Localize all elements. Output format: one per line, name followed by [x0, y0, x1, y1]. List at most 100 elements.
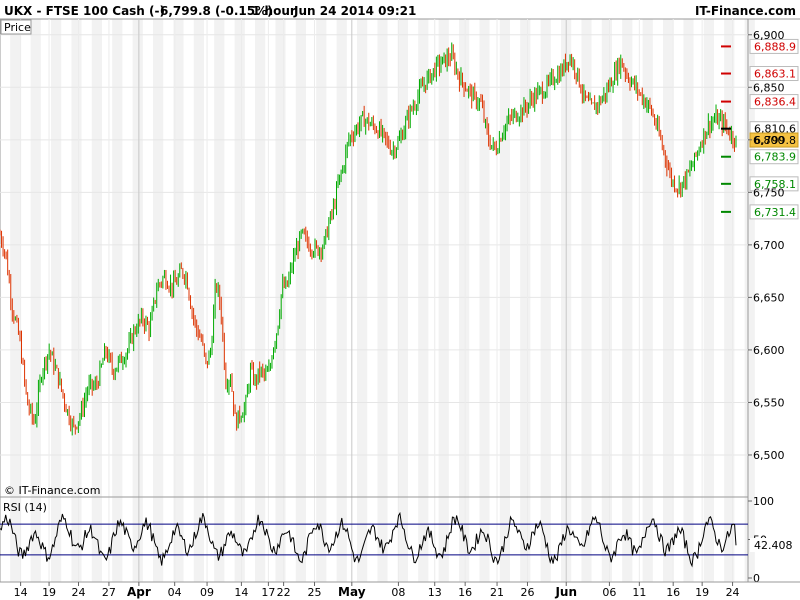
session-shade [336, 19, 347, 582]
price-y-tick-label: 6,550 [753, 396, 785, 409]
interval: 1 hour [252, 4, 296, 18]
rsi-y-tick-label: 0 [753, 572, 760, 585]
price-y-tick-label: 6,750 [753, 186, 785, 199]
x-tick-label: 19 [695, 586, 709, 599]
session-shade [316, 19, 327, 582]
x-tick-label: 16 [666, 586, 680, 599]
price-y-tick-label: 6,800 [753, 134, 785, 147]
price-levels: 6,888.9 6,863.1 6,836.4 6,810.66,799.8 6,783… [721, 38, 799, 220]
session-shade [377, 19, 388, 582]
rsi-panel-label: RSI (14) [3, 501, 47, 514]
session-shade [30, 19, 41, 582]
x-tick-label: 17 [261, 586, 275, 599]
price-panel-label-box [0, 19, 32, 35]
timestamp: Jun 24 2014 09:21 [293, 4, 416, 18]
x-tick-label: 21 [490, 586, 504, 599]
price-y-axis: 6,500 6,550 6,600 6,650 6,700 6,750 6,800 6,850… [748, 29, 785, 462]
level-label: 6,783.9 [754, 151, 796, 164]
session-shade [234, 19, 245, 582]
level-label: 6,863.1 [754, 68, 796, 81]
x-tick-label: 22 [277, 586, 291, 599]
session-shade [642, 19, 653, 582]
x-tick-label: 06 [602, 586, 616, 599]
x-tick-label: 11 [632, 586, 646, 599]
session-shade [724, 19, 735, 582]
session-shade [275, 19, 286, 582]
x-tick-label: 16 [458, 586, 472, 599]
x-tick-label: 14 [14, 586, 28, 599]
instrument-title: UKX - FTSE 100 Cash (-) [4, 4, 165, 18]
level-label: 6,758.1 [754, 178, 796, 191]
rsi-value-tag [750, 538, 798, 552]
session-shade [397, 19, 408, 582]
level-tag [749, 204, 799, 220]
x-tick-label: 04 [168, 586, 182, 599]
x-tick-label: 19 [42, 586, 56, 599]
session-shade [193, 19, 204, 582]
price-grid [0, 19, 748, 582]
session-shade [520, 19, 531, 582]
session-shade [459, 19, 470, 582]
session-shade [499, 19, 510, 582]
x-tick-label: 08 [391, 586, 405, 599]
session-shade [10, 19, 21, 582]
session-shade [91, 19, 102, 582]
session-shade [112, 19, 123, 582]
session-shade [357, 19, 368, 582]
brand-label: IT-Finance.com [695, 4, 796, 18]
rsi-value: 42.408 [754, 539, 793, 552]
price-y-tick-label: 6,600 [753, 344, 785, 357]
price-bars [0, 42, 737, 436]
session-shade [51, 19, 62, 582]
session-shade [295, 19, 306, 582]
session-shade [153, 19, 164, 582]
level-tag [749, 149, 799, 165]
session-shade [744, 19, 755, 582]
session-shade [622, 19, 633, 582]
x-tick-label: May [338, 585, 366, 599]
session-shade [255, 19, 266, 582]
price-y-tick-label: 6,850 [753, 81, 785, 94]
level-tag [749, 66, 799, 82]
x-tick-label: 14 [234, 586, 248, 599]
price-y-tick-label: 6,650 [753, 291, 785, 304]
level-label: 6,731.4 [754, 206, 796, 219]
price-panel: 6,888.9 6,863.1 6,836.4 6,810.66,799.8 6,783… [0, 18, 799, 582]
session-shade [663, 19, 674, 582]
rsi-panel: 100500 RSI (14) 42.408 [0, 495, 798, 585]
session-shade [683, 19, 694, 582]
x-tick-label: 27 [102, 586, 116, 599]
x-tick-label: 24 [72, 586, 86, 599]
price-panel-label: Price [4, 21, 31, 34]
x-axis: 14 19 24 27 Apr 04 09 14 17 22 25 May 08 13 16 21 26 Jun 0… [0, 581, 800, 599]
x-tick-label: 24 [726, 586, 740, 599]
session-shade [601, 19, 612, 582]
rsi-series-line [0, 511, 737, 568]
level-label: 6,810.6 [754, 123, 796, 136]
level-tag [749, 38, 799, 54]
x-shading [10, 19, 755, 582]
last-price-change: 6,799.8 (-0.15%) [160, 4, 273, 18]
level-label: 6,836.4 [754, 96, 796, 109]
rsi-bands [0, 523, 748, 556]
level-label: 6,799.8 [754, 134, 796, 147]
x-tick-label: 26 [520, 586, 534, 599]
price-y-tick-label: 6,500 [753, 449, 785, 462]
x-tick-label: Apr [127, 585, 151, 599]
level-tag [749, 176, 799, 192]
session-shade [581, 19, 592, 582]
session-shade [540, 19, 551, 582]
level-label: 6,888.9 [754, 40, 796, 53]
session-shade [438, 19, 449, 582]
x-tick-label: 09 [200, 586, 214, 599]
session-shade [71, 19, 82, 582]
price-y-tick-label: 6,900 [753, 29, 785, 42]
session-shade [479, 19, 490, 582]
rsi-y-tick-label: 100 [753, 495, 774, 508]
x-tick-label: 25 [308, 586, 322, 599]
x-tick-label: 13 [428, 586, 442, 599]
session-shade [132, 19, 143, 582]
session-shade [418, 19, 429, 582]
session-shade [173, 19, 184, 582]
